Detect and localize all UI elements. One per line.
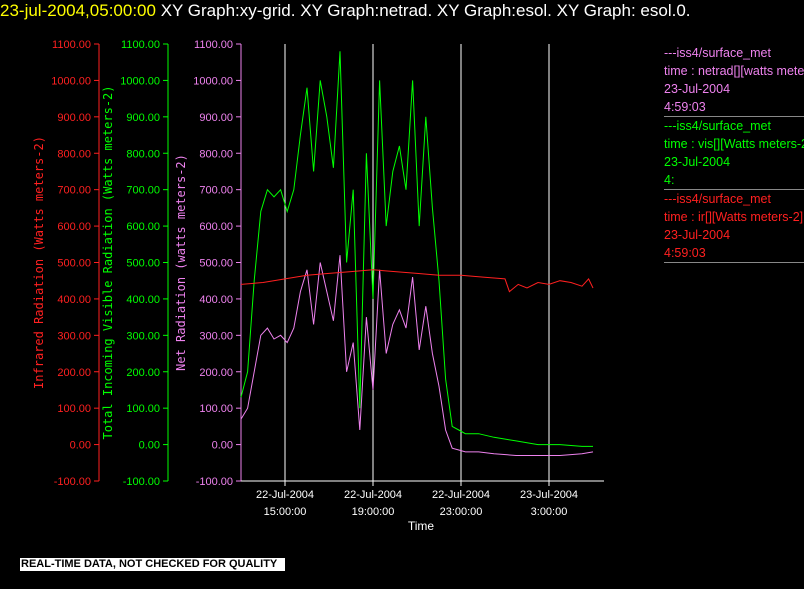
y-tick-label: 100.00: [57, 403, 91, 415]
y-tick-label: -100.00: [196, 476, 233, 488]
legend-date: 23-Jul-2004: [664, 82, 731, 96]
y-tick-label: 800.00: [126, 148, 160, 160]
y-tick-label: 300.00: [126, 330, 160, 342]
y-tick-label: 100.00: [199, 403, 233, 415]
x-axis-label: Time: [408, 519, 435, 533]
y-tick-label: 200.00: [57, 367, 91, 379]
chart-header: 23-jul-2004,05:00:00 XY Graph:xy-grid. X…: [0, 0, 804, 22]
y-tick-label: 800.00: [57, 148, 91, 160]
series-line-ir: [240, 269, 594, 293]
y-tick-label: 1100.00: [121, 39, 160, 51]
legend-variable: time : vis[][Watts meters-2]: [664, 137, 804, 151]
series-line-vis: [240, 51, 593, 447]
y-tick-label: 0.00: [139, 440, 160, 452]
x-tick-label: 22-Jul-2004: [432, 489, 490, 501]
legend-time: 4:59:03: [664, 100, 706, 114]
graph-titles: XY Graph:xy-grid. XY Graph:netrad. XY Gr…: [155, 1, 691, 20]
y-tick-label: 500.00: [126, 258, 160, 270]
legend-entry-vis: ---iss4/surface_met time : vis[][Watts m…: [664, 117, 804, 190]
y-axis-label: Total Incoming Visible Radiation (Watts …: [101, 85, 115, 439]
legend-date: 23-Jul-2004: [664, 155, 731, 169]
y-tick-label: 600.00: [57, 221, 91, 233]
y-tick-label: 1000.00: [51, 75, 91, 87]
y-tick-label: 500.00: [57, 258, 91, 270]
timestamp: 23-jul-2004,05:00:00: [0, 1, 156, 20]
y-tick-label: 300.00: [57, 330, 91, 342]
legend-source: ---iss4/surface_met: [664, 192, 771, 206]
y-tick-label: 700.00: [199, 185, 233, 197]
y-tick-label: 200.00: [199, 367, 233, 379]
y-tick-label: 500.00: [199, 258, 233, 270]
legend-source: ---iss4/surface_met: [664, 46, 771, 60]
legend-variable: time : ir[][Watts meters-2]: [664, 210, 804, 224]
x-tick-label: 22-Jul-2004: [256, 489, 314, 501]
legend-entry-ir: ---iss4/surface_met time : ir[][Watts me…: [664, 190, 804, 263]
x-tick-sublabel: 23:00:00: [440, 506, 483, 518]
y-tick-label: 300.00: [199, 330, 233, 342]
legend: ---iss4/surface_met time : netrad[][watt…: [664, 44, 804, 263]
y-tick-label: 200.00: [126, 367, 160, 379]
legend-date: 23-Jul-2004: [664, 228, 731, 242]
x-tick-sublabel: 15:00:00: [264, 506, 307, 518]
y-tick-label: 1000.00: [120, 75, 160, 87]
y-tick-label: -100.00: [123, 476, 160, 488]
y-tick-label: 900.00: [199, 112, 233, 124]
x-tick-sublabel: 3:00:00: [531, 506, 568, 518]
y-tick-label: 0.00: [70, 440, 91, 452]
y-tick-label: -100.00: [54, 476, 91, 488]
y-tick-label: 600.00: [199, 221, 233, 233]
legend-variable: time : netrad[][watts meters-2]: [664, 64, 804, 78]
y-tick-label: 900.00: [126, 112, 160, 124]
legend-entry-netrad: ---iss4/surface_met time : netrad[][watt…: [664, 44, 804, 117]
y-tick-label: 1100.00: [194, 39, 233, 51]
y-tick-label: 100.00: [126, 403, 160, 415]
legend-time: 4:59:03: [664, 246, 706, 260]
y-tick-label: 600.00: [126, 221, 160, 233]
legend-source: ---iss4/surface_met: [664, 119, 771, 133]
y-tick-label: 700.00: [57, 185, 91, 197]
legend-time: 4:: [664, 173, 675, 187]
y-tick-label: 400.00: [57, 294, 91, 306]
y-tick-label: 700.00: [126, 185, 160, 197]
y-tick-label: 400.00: [126, 294, 160, 306]
x-tick-sublabel: 19:00:00: [352, 506, 395, 518]
y-tick-label: 1000.00: [193, 75, 233, 87]
series-line-netrad: [240, 255, 594, 456]
y-tick-label: 0.00: [212, 440, 233, 452]
x-tick-label: 22-Jul-2004: [344, 489, 402, 501]
y-axis-label: Infrared Radiation (Watts meters-2): [32, 136, 46, 389]
y-tick-label: 400.00: [199, 294, 233, 306]
x-tick-label: 23-Jul-2004: [520, 489, 578, 501]
y-tick-label: 900.00: [57, 112, 91, 124]
y-tick-label: 800.00: [199, 148, 233, 160]
y-tick-label: 1100.00: [52, 39, 91, 51]
y-axis-label: Net Radiation (watts meters-2): [174, 154, 188, 371]
quality-warning: REAL-TIME DATA, NOT CHECKED FOR QUALITY: [20, 558, 286, 571]
